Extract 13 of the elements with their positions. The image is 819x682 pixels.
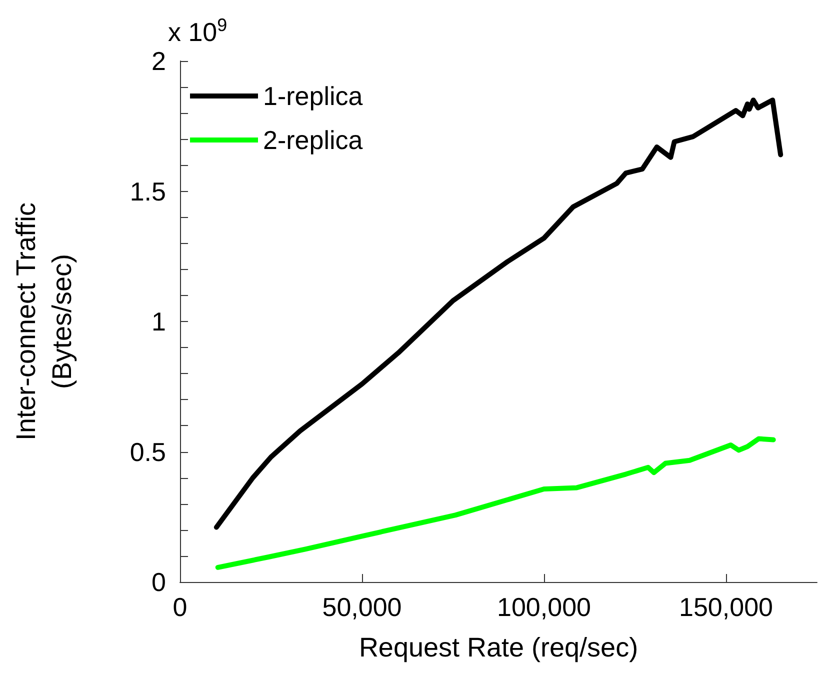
y-tick-label: 2 (152, 46, 166, 76)
y-axis-title: Inter-connect Traffic (Bytes/sec) (11, 202, 77, 441)
x-tick-label: 100,000 (497, 592, 591, 622)
x-axis-title: Request Rate (req/sec) (358, 632, 638, 662)
x-tick-label: 50,000 (322, 592, 402, 622)
x-tick-label: 150,000 (679, 592, 773, 622)
x-tick-label: 0 (172, 592, 188, 622)
y-tick-label: 1.5 (130, 176, 166, 206)
y-tick-label: 0.5 (130, 436, 166, 467)
legend-label: 1-replica (263, 81, 364, 111)
y-tick-label: 0 (152, 567, 166, 597)
y-tick-label: 1 (152, 306, 166, 336)
legend-label: 2-replica (263, 125, 364, 155)
